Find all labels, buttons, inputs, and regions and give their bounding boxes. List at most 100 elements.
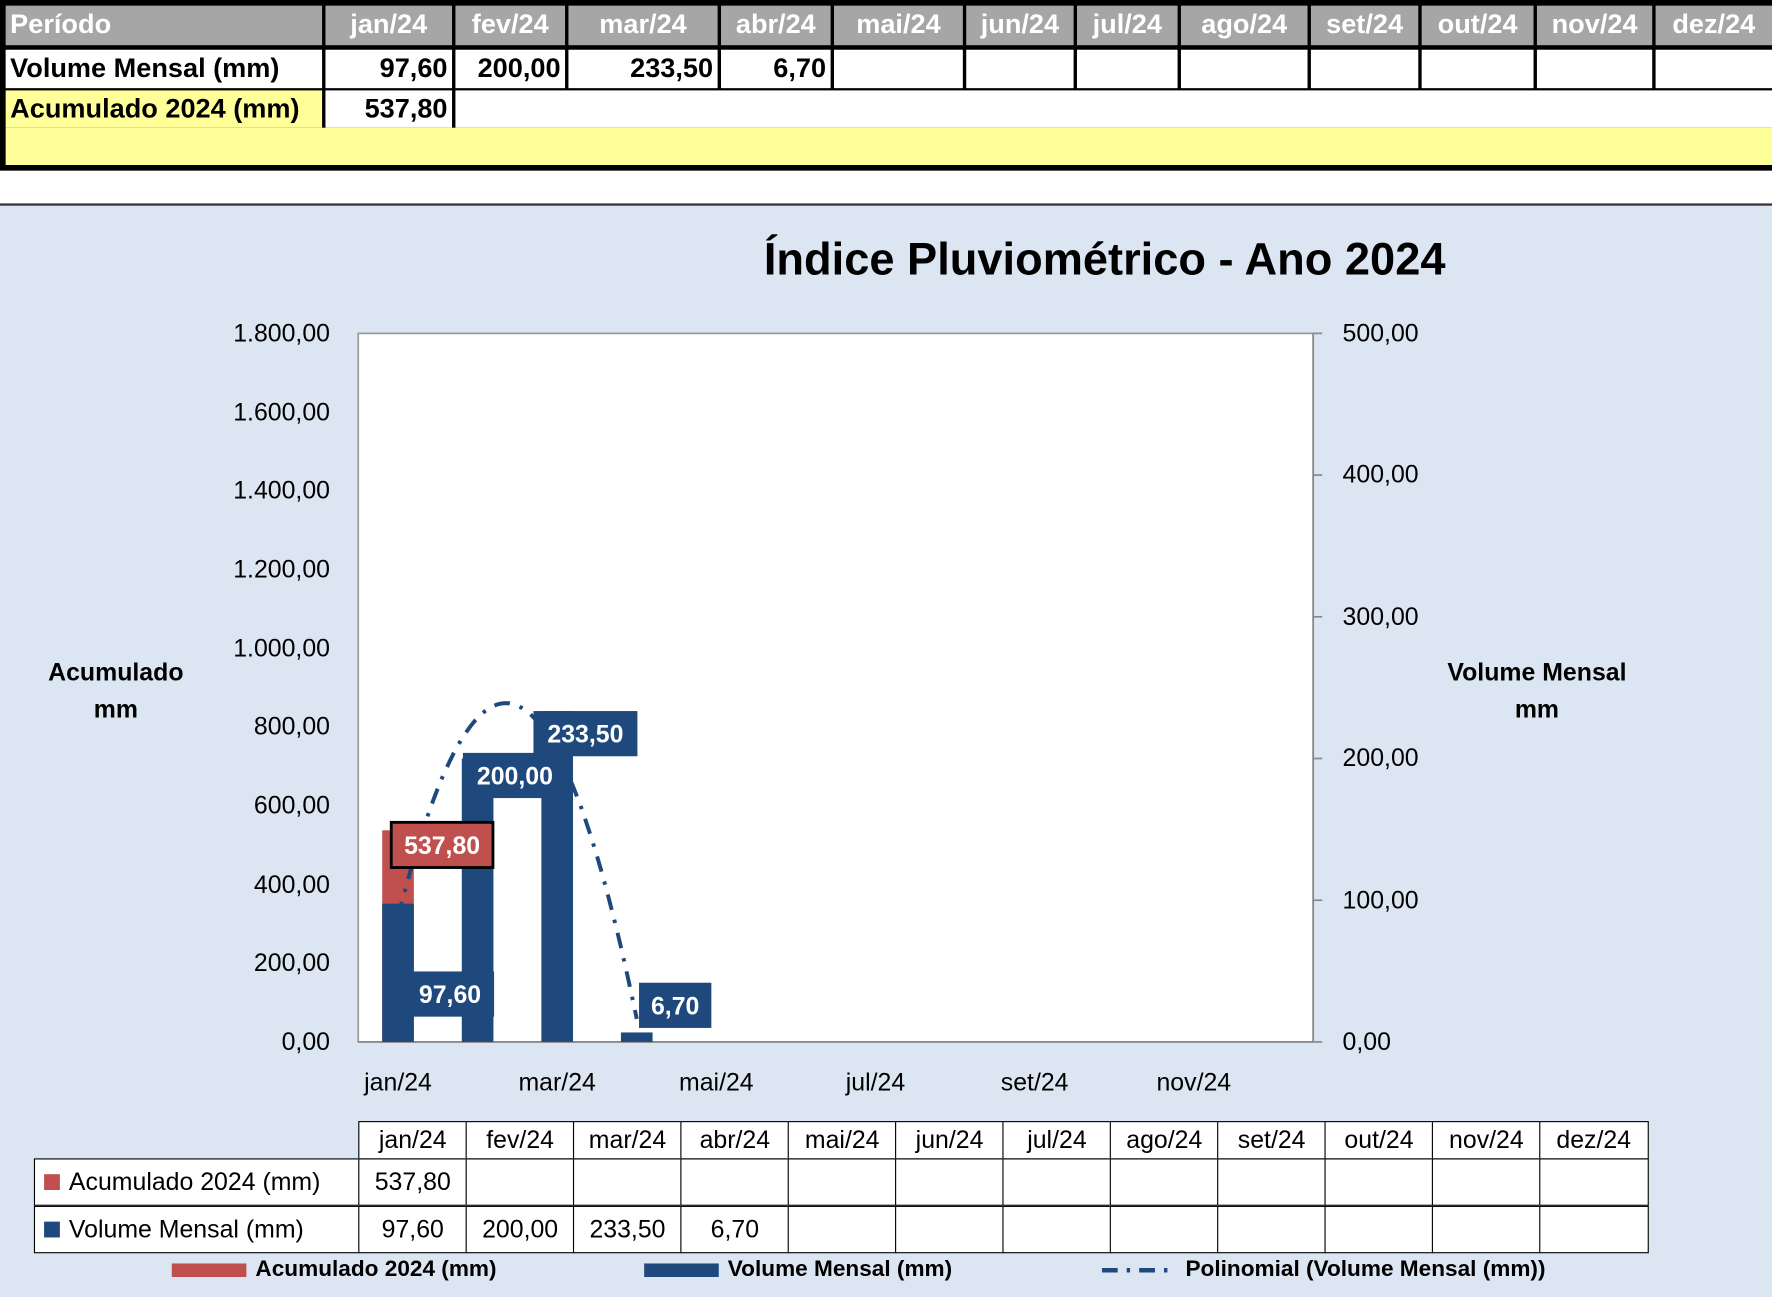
dt-cell <box>1539 1158 1649 1206</box>
legend-volume[interactable]: Volume Mensal (mm) <box>644 1257 952 1283</box>
left-tick-label: 400,00 <box>253 869 330 899</box>
x-tick-label: jan/24 <box>364 1067 432 1097</box>
header-month[interactable]: jan/24 <box>325 5 453 46</box>
dt-cell <box>1431 1205 1541 1254</box>
right-tick-label: 200,00 <box>1342 743 1419 773</box>
chart-title: Índice Pluviométrico - Ano 2024 <box>763 235 1446 285</box>
legend-key <box>44 1174 60 1190</box>
dt-row-label: Volume Mensal (mm) <box>33 1205 360 1254</box>
volume-cell[interactable] <box>834 49 963 89</box>
data-label-box <box>405 971 495 1017</box>
header-periodo[interactable]: Período <box>5 5 323 46</box>
legend-acumulado[interactable]: Acumulado 2024 (mm) <box>171 1256 497 1283</box>
volume-label[interactable]: Volume Mensal (mm) <box>5 49 323 89</box>
dt-cell <box>572 1158 683 1206</box>
left-tick-label: 1.600,00 <box>233 397 330 426</box>
right-tick-label: 500,00 <box>1342 318 1419 347</box>
dt-cell <box>787 1205 897 1254</box>
dt-header: set/24 <box>1217 1121 1327 1160</box>
dt-header: jan/24 <box>358 1121 468 1160</box>
header-month[interactable]: abr/24 <box>721 5 831 46</box>
dt-cell <box>1324 1205 1434 1254</box>
volume-cell[interactable] <box>1310 49 1419 89</box>
acum-label[interactable]: Acumulado 2024 (mm) <box>5 90 323 128</box>
left-axis-title-line1: Acumulado <box>48 657 184 686</box>
left-tick-label: 0,00 <box>281 1027 330 1056</box>
header-month[interactable]: nov/24 <box>1536 5 1653 46</box>
volume-cell[interactable] <box>1536 49 1653 89</box>
data-label-box <box>639 982 712 1028</box>
dt-cell <box>787 1158 897 1206</box>
dt-header: nov/24 <box>1431 1121 1541 1160</box>
volume-cell[interactable]: 6,70 <box>721 49 831 89</box>
right-axis-title: Volume Mensal mm <box>1424 653 1650 728</box>
left-tick-label: 1.200,00 <box>233 554 330 584</box>
header-month[interactable]: set/24 <box>1310 5 1419 46</box>
data-label-text: 97,60 <box>419 981 481 1009</box>
volume-cell[interactable]: 200,00 <box>455 49 566 89</box>
volume-cell[interactable] <box>1180 49 1308 89</box>
legend-key <box>44 1221 60 1238</box>
dt-header: dez/24 <box>1539 1121 1649 1160</box>
header-month[interactable]: jun/24 <box>966 5 1074 46</box>
data-label-text: 537,80 <box>404 832 480 860</box>
dt-cell <box>1002 1158 1112 1206</box>
header-month[interactable]: dez/24 <box>1655 5 1772 46</box>
dt-row-label-text: Acumulado 2024 (mm) <box>68 1167 321 1196</box>
dt-cell <box>895 1205 1005 1254</box>
volume-cell[interactable] <box>1076 49 1178 89</box>
dt-cell <box>465 1158 575 1206</box>
dt-header: jun/24 <box>895 1121 1005 1160</box>
volume-cell[interactable]: 233,50 <box>568 49 718 89</box>
x-tick-label: mar/24 <box>518 1067 596 1097</box>
header-month[interactable]: ago/24 <box>1180 5 1308 46</box>
dt-cell: 6,70 <box>680 1205 790 1254</box>
dt-cell: 200,00 <box>465 1205 575 1254</box>
bar-volume <box>620 1032 653 1042</box>
header-month[interactable]: jul/24 <box>1076 5 1178 46</box>
dt-cell <box>895 1158 1005 1206</box>
volume-cell[interactable] <box>966 49 1074 89</box>
header-month[interactable]: mar/24 <box>568 5 718 46</box>
dt-header: mai/24 <box>787 1121 897 1160</box>
dt-cell <box>1217 1158 1327 1206</box>
right-axis-title-line1: Volume Mensal <box>1447 657 1627 686</box>
dt-cell: 97,60 <box>358 1205 468 1254</box>
legend-label: Acumulado 2024 (mm) <box>255 1256 497 1282</box>
data-label-box <box>462 752 567 799</box>
volume-cell[interactable] <box>1421 49 1534 89</box>
dt-header: ago/24 <box>1109 1121 1219 1160</box>
data-label-box <box>533 711 638 757</box>
dt-row-label: Acumulado 2024 (mm) <box>33 1158 360 1206</box>
yellow-band <box>5 127 1772 165</box>
data-label-acumulado: 537,80 <box>389 820 495 869</box>
data-label-volume: 97,60 <box>405 971 495 1017</box>
dt-cell <box>1431 1158 1541 1206</box>
dt-header: mar/24 <box>572 1121 683 1160</box>
data-label-text: 6,70 <box>651 992 699 1020</box>
left-tick-label: 200,00 <box>253 948 330 977</box>
dt-cell <box>1539 1205 1649 1254</box>
acum-value[interactable]: 537,80 <box>325 90 453 128</box>
left-tick-label: 1.400,00 <box>233 476 330 505</box>
volume-cell[interactable] <box>1655 49 1772 89</box>
legend-dashdot-line <box>1101 1267 1177 1272</box>
legend-swatch-blue <box>644 1262 719 1277</box>
volume-cell[interactable]: 97,60 <box>325 49 453 89</box>
header-month[interactable]: mai/24 <box>834 5 963 46</box>
right-tick-label: 300,00 <box>1342 602 1419 631</box>
legend-swatch-red <box>171 1262 247 1277</box>
legend-trendline[interactable]: Polinomial (Volume Mensal (mm)) <box>1101 1256 1546 1283</box>
right-tick-label: 400,00 <box>1342 460 1419 489</box>
left-tick-label: 600,00 <box>253 791 330 820</box>
left-tick-label: 1.000,00 <box>233 633 330 662</box>
data-label-volume: 200,00 <box>462 752 567 799</box>
left-tick-label: 1.800,00 <box>233 318 330 347</box>
dt-header: jul/24 <box>1002 1121 1112 1160</box>
legend-label: Polinomial (Volume Mensal (mm)) <box>1185 1256 1546 1282</box>
header-month[interactable]: out/24 <box>1421 5 1534 46</box>
dt-cell <box>680 1158 790 1206</box>
header-month[interactable]: fev/24 <box>455 5 566 46</box>
dt-row-label-text: Volume Mensal (mm) <box>68 1214 304 1244</box>
